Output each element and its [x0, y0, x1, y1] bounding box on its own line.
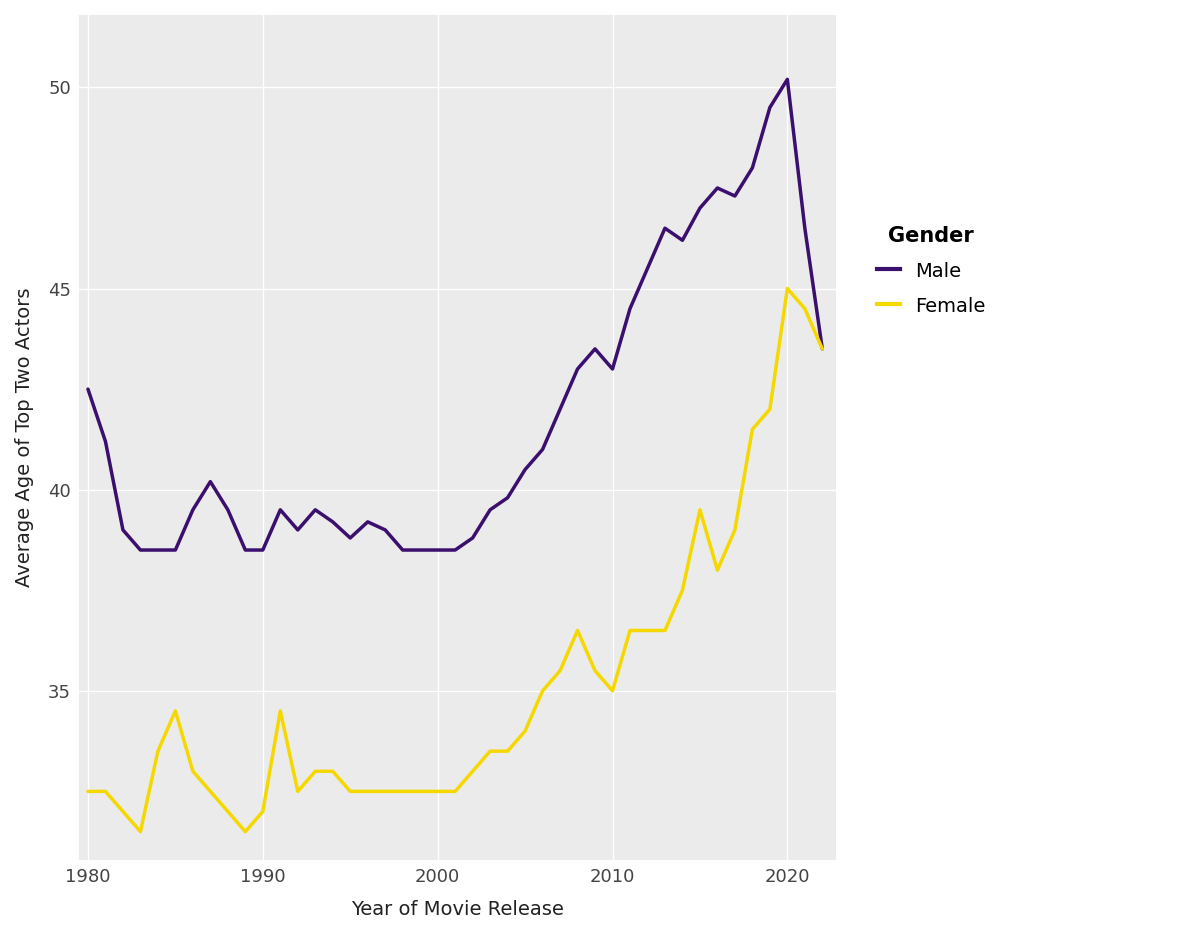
Y-axis label: Average Age of Top Two Actors: Average Age of Top Two Actors [16, 288, 34, 587]
X-axis label: Year of Movie Release: Year of Movie Release [352, 900, 564, 919]
Legend: Male, Female: Male, Female [862, 210, 1002, 332]
